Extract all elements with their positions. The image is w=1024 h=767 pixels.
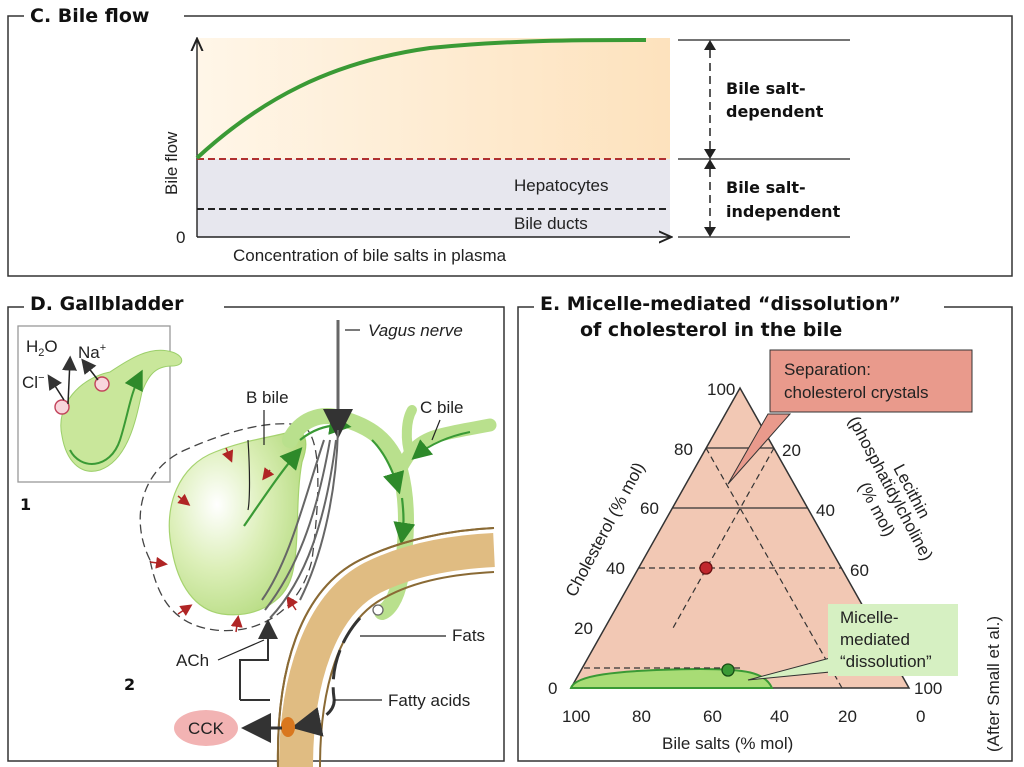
contraction-outline — [139, 423, 319, 632]
lecithin-tick: 20 — [782, 441, 801, 460]
panel-c-frame — [7, 15, 1013, 277]
panel-e-title-2: of cholesterol in the bile — [580, 319, 842, 341]
chyme-arrow — [291, 616, 362, 737]
cl-label: Cl− — [22, 372, 45, 392]
y-axis-label: Bile flow — [162, 131, 181, 195]
y-zero-label: 0 — [176, 228, 185, 247]
intestine — [279, 533, 495, 767]
separation-box — [769, 349, 973, 413]
bile-salt-tick: 100 — [562, 707, 590, 726]
panel-e-title-1: E. Micelle-mediated “dissolution” — [540, 293, 901, 315]
bile-salt-independent-area — [197, 159, 670, 237]
separation-label-1: Separation: — [784, 360, 871, 379]
chol-tick: 20 — [574, 619, 593, 638]
lecithin-tick: 60 — [850, 561, 869, 580]
b-bile-arrow — [243, 447, 303, 527]
micelle-box — [828, 604, 958, 676]
green-point — [721, 663, 735, 677]
bile-salt-tick: 40 — [770, 707, 789, 726]
panel-c-title: C. Bile flow — [30, 5, 149, 27]
duct-opening — [372, 604, 384, 616]
pump-icon — [54, 399, 70, 415]
panel-c-bile-flow: C. Bile flow Bile flow 0 Concentration o… — [7, 4, 1013, 277]
source-note: (After Small et al.) — [984, 616, 1003, 752]
hepatic-duct — [393, 418, 497, 477]
inset-box — [17, 325, 171, 483]
ach-label: ACh — [176, 651, 209, 670]
panel-d-gallbladder: D. Gallbladder H2O Na+ Cl− 1 — [7, 292, 505, 767]
micelle-label-3: “dissolution” — [840, 652, 932, 671]
vagus-nerve-label: Vagus nerve — [368, 321, 463, 340]
chol-tick: 40 — [606, 559, 625, 578]
dependent-label-2: dependent — [726, 102, 824, 121]
cck-badge — [174, 710, 238, 746]
bile-salt-tick: 20 — [838, 707, 857, 726]
separation-label-2: cholesterol crystals — [784, 383, 929, 402]
h2o-label: H2O — [26, 337, 58, 359]
hepatocytes-label: Hepatocytes — [514, 176, 609, 195]
chol-tick: 80 — [674, 440, 693, 459]
b-bile-label: B bile — [246, 388, 289, 407]
lecithin-tick: 40 — [816, 501, 835, 520]
i-cell — [281, 717, 295, 737]
dependent-label-1: Bile salt- — [726, 79, 806, 98]
bile-salt-dependent-area — [197, 38, 670, 159]
red-point — [699, 561, 713, 575]
x-axis-label: Concentration of bile salts in plasma — [233, 246, 507, 265]
na-label: Na+ — [78, 342, 106, 362]
bile-salt-tick: 80 — [632, 707, 651, 726]
intestine-inner — [319, 571, 495, 767]
inset-gallbladder — [60, 349, 183, 472]
fatty-acids-label: Fatty acids — [388, 691, 470, 710]
separation-callout — [727, 413, 792, 485]
bile-flow-curve — [195, 38, 647, 160]
inset-bile-arrow — [69, 369, 143, 465]
independent-label-1: Bile salt- — [726, 178, 806, 197]
bile-salt-tick: 0 — [916, 707, 925, 726]
inset-number: 1 — [20, 495, 31, 514]
chol-tick: 100 — [707, 380, 735, 399]
chol-tick: 60 — [640, 499, 659, 518]
panel-d-frame — [7, 306, 505, 762]
panel-e-micelle: E. Micelle-mediated “dissolution” of cho… — [517, 292, 1013, 762]
panel-d-title: D. Gallbladder — [30, 293, 184, 315]
independent-label-2: independent — [726, 202, 841, 221]
bile-ducts-label: Bile ducts — [514, 214, 588, 233]
gallbladder — [168, 430, 307, 616]
fats-label: Fats — [452, 626, 485, 645]
chol-tick: 0 — [548, 679, 557, 698]
pump-icon — [94, 376, 110, 392]
main-number: 2 — [124, 675, 135, 694]
contraction-arrows — [149, 447, 298, 633]
bile-salts-axis-label: Bile salts (% mol) — [662, 734, 793, 753]
micelle-label-1: Micelle- — [840, 608, 899, 627]
cck-label: CCK — [188, 719, 225, 738]
micelle-label-2: mediated — [840, 630, 910, 649]
c-bile-label: C bile — [420, 398, 463, 417]
bile-salt-tick: 60 — [703, 707, 722, 726]
lecithin-tick: 100 — [914, 679, 942, 698]
